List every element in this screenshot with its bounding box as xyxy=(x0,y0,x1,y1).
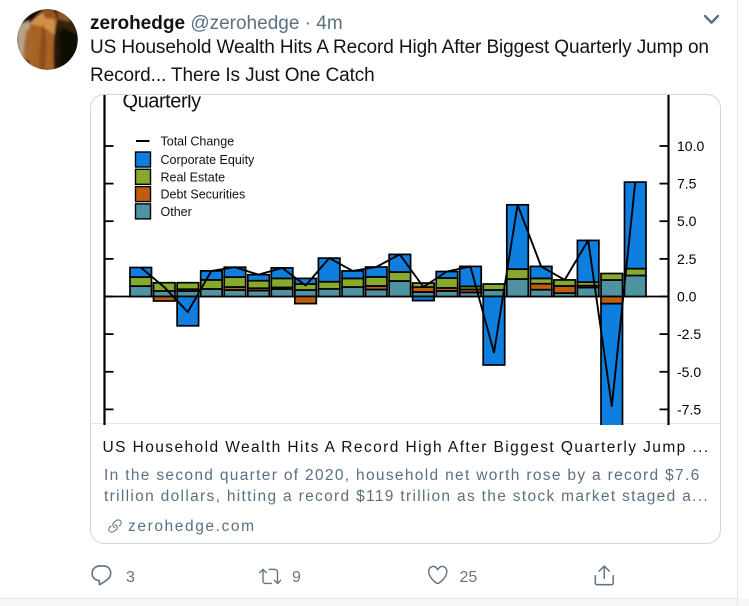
svg-text:Total Change: Total Change xyxy=(160,135,234,149)
svg-text:-2.5: -2.5 xyxy=(677,326,701,342)
svg-text:Debt Securities: Debt Securities xyxy=(160,188,245,202)
svg-text:-7.5: -7.5 xyxy=(677,401,701,417)
svg-text:0.0: 0.0 xyxy=(677,289,697,305)
svg-text:10.0: 10.0 xyxy=(677,138,704,154)
svg-text:Other: Other xyxy=(160,205,191,219)
svg-text:Quarterly: Quarterly xyxy=(122,95,201,113)
svg-text:2.5: 2.5 xyxy=(677,251,697,267)
svg-text:Real Estate: Real Estate xyxy=(160,170,225,184)
svg-text:7.5: 7.5 xyxy=(677,176,697,192)
svg-text:5.0: 5.0 xyxy=(677,213,697,229)
svg-text:Corporate Equity: Corporate Equity xyxy=(160,153,255,167)
svg-text:-5.0: -5.0 xyxy=(677,364,701,380)
